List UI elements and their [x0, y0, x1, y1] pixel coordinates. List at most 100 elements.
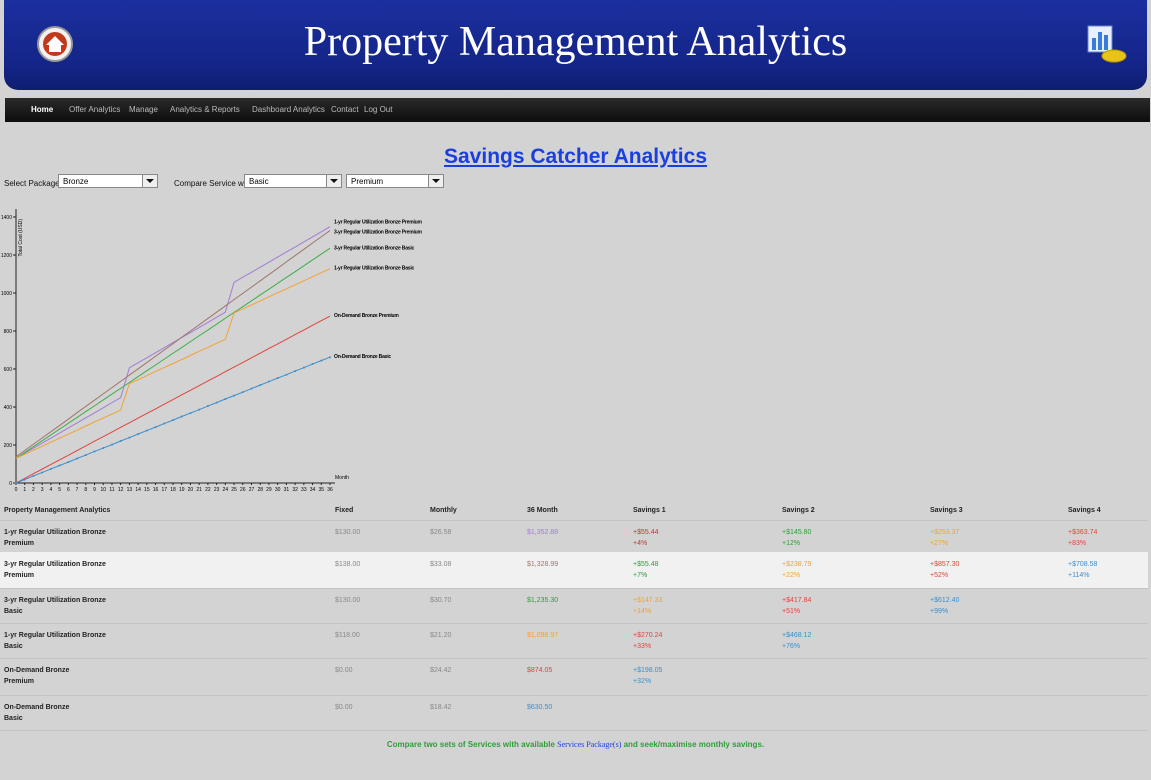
nav-item[interactable]: Home — [31, 105, 54, 114]
x-tick-label: 20 — [188, 487, 194, 493]
saving-amount: +$468.12 — [782, 632, 812, 639]
column-header: Savings 4 — [1068, 507, 1101, 514]
saving-amount: +$857.30 — [930, 561, 960, 568]
point — [172, 419, 174, 422]
x-tick-label: 24 — [223, 487, 229, 493]
footer-text: Compare two sets of Services with availa… — [386, 740, 555, 749]
y-tick-label: 200 — [4, 443, 13, 449]
point — [311, 363, 314, 366]
x-tick-label: 25 — [231, 487, 237, 493]
series-line — [15, 315, 331, 484]
row-name: 3-yr Regular Utilization Bronze — [4, 561, 106, 568]
nav-item[interactable]: Contact — [331, 105, 359, 114]
point — [215, 401, 218, 404]
x-tick-label: 13 — [127, 487, 133, 493]
monthly-cost: $30.70 — [430, 597, 452, 604]
x-tick-label: 36 — [327, 487, 333, 493]
saving-percent: +76% — [782, 643, 801, 650]
point — [163, 422, 166, 425]
saving-amount: +$612.40 — [930, 597, 960, 604]
saving-amount: +$55.48 — [633, 561, 659, 568]
saving-percent: +99% — [930, 608, 949, 615]
table-row: On-Demand Bronze Basic $0.00 $18.42 $630.50 — [0, 695, 1148, 731]
nav-item[interactable]: Offer Analytics — [69, 105, 121, 114]
table-row: On-Demand Bronze Premium $0.00 $24.42 $874.0… — [0, 658, 1148, 696]
point — [15, 482, 17, 484]
series-label: 1-yr Regular Utilization Bronze Premium — [334, 220, 423, 226]
x-tick-label: 26 — [240, 487, 246, 493]
nav-item[interactable]: Manage — [129, 105, 158, 114]
footer-text: and seek/maximise monthly savings. — [623, 740, 765, 749]
nav-item[interactable]: Log Out — [364, 105, 393, 114]
saving-percent: +52% — [930, 572, 949, 579]
row-name: 1-yr Regular Utilization Bronze — [4, 632, 106, 639]
column-header: 36 Month — [527, 507, 558, 514]
saving-percent: +33% — [633, 643, 652, 650]
y-tick-label: 600 — [4, 367, 13, 373]
series-line — [15, 247, 331, 459]
analytics-icon — [1087, 25, 1127, 63]
point — [259, 384, 262, 387]
home-icon[interactable] — [35, 24, 75, 64]
saving-percent: +27% — [930, 540, 949, 547]
series-line — [15, 268, 331, 459]
point — [180, 415, 183, 418]
monthly-cost: $24.42 — [430, 667, 452, 674]
footer-note: Compare two sets of Services with availa… — [0, 740, 1151, 749]
nav-item[interactable]: Analytics & Reports — [170, 105, 240, 114]
x-tick-label: 14 — [135, 487, 141, 493]
point — [285, 373, 288, 376]
x-tick-label: 31 — [284, 487, 290, 493]
monthly-cost: $33.08 — [430, 561, 452, 568]
series-line — [15, 226, 331, 459]
x-tick-label: 4 — [49, 487, 52, 493]
fixed-cost: $130.00 — [335, 597, 361, 604]
point — [119, 440, 122, 443]
page-title: Savings Catcher Analytics — [444, 145, 707, 168]
point — [241, 391, 244, 394]
x-tick-label: 1 — [23, 487, 26, 493]
compare-label: Compare Service with: — [174, 179, 255, 188]
app-title: Property Management Analytics — [303, 19, 848, 65]
fixed-cost: $0.00 — [335, 667, 353, 674]
row-name: 1-yr Regular Utilization Bronze — [4, 529, 106, 536]
saving-amount: +$270.24 — [633, 632, 663, 639]
point — [250, 387, 253, 390]
series-label: 3-yr Regular Utilization Bronze Premium — [334, 229, 423, 235]
saving-percent: +14% — [633, 608, 652, 615]
package-select[interactable]: Bronze — [58, 174, 158, 188]
column-header: Savings 3 — [930, 507, 963, 514]
compare-select-2[interactable]: Premium — [346, 174, 444, 188]
point — [84, 454, 87, 457]
table-row: 3-yr Regular Utilization Bronze Premium $1… — [0, 552, 1148, 589]
x-tick-label: 9 — [93, 487, 96, 493]
y-tick-label: 400 — [4, 405, 13, 411]
footer-link[interactable]: Services Package(s) — [557, 740, 622, 749]
compare-value-1: Basic — [249, 177, 269, 186]
fixed-cost: $0.00 — [335, 704, 353, 711]
compare-select-1[interactable]: Basic — [244, 174, 342, 188]
x-axis-label: Month — [335, 475, 349, 481]
point — [137, 432, 140, 435]
series-label: 3-yr Regular Utilization Bronze Basic — [334, 245, 415, 251]
y-tick-label: 800 — [4, 329, 13, 335]
table-header: Property Management Analytics Fixed Monthl… — [0, 500, 1148, 521]
x-tick-label: 19 — [179, 487, 185, 493]
point — [320, 359, 323, 362]
point — [267, 380, 270, 383]
point — [23, 478, 26, 481]
saving-amount: +$147.33 — [633, 597, 663, 604]
point — [329, 356, 331, 359]
comparison-table: Property Management Analytics Fixed Monthl… — [0, 500, 1151, 740]
saving-amount: +$363.74 — [1068, 529, 1098, 536]
fixed-cost: $118.00 — [335, 632, 360, 639]
package-label: Select Package: — [4, 179, 62, 188]
column-header: Fixed — [335, 507, 354, 514]
table-row: 1-yr Regular Utilization Bronze Basic $118… — [0, 623, 1148, 659]
nav-item[interactable]: Dashboard Analytics — [252, 105, 325, 114]
total-cost: $874.05 — [527, 667, 553, 674]
x-tick-label: 34 — [310, 487, 316, 493]
monthly-cost: $21.20 — [430, 632, 452, 639]
fixed-cost: $138.00 — [335, 561, 361, 568]
